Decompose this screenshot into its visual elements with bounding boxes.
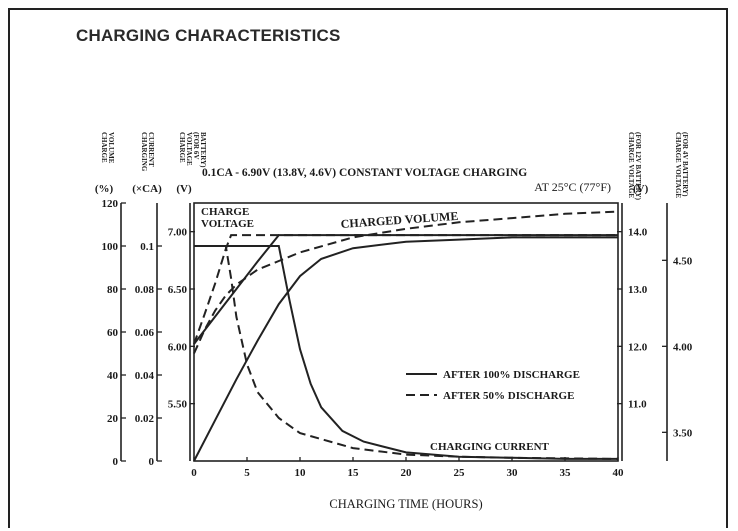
charge_volume-tick-label: 0 bbox=[113, 456, 119, 468]
x-tick-label: 20 bbox=[401, 467, 413, 479]
annotation-charge-voltage-line2: VOLTAGE bbox=[201, 218, 254, 230]
annotation-charge-voltage-line1: CHARGE bbox=[201, 206, 249, 218]
charge_voltage_6v-tick-label: 5.50 bbox=[168, 399, 188, 411]
charging_current-tick-label: 0.08 bbox=[135, 284, 155, 296]
charging_current-header-line: CHARGING bbox=[140, 132, 148, 172]
charging_current-tick-label: 0.06 bbox=[135, 327, 155, 339]
annotation-charging-current: CHARGING CURRENT bbox=[430, 441, 550, 453]
x-tick-label: 40 bbox=[613, 467, 625, 479]
legend-label: AFTER 100% DISCHARGE bbox=[443, 369, 580, 381]
charge_volume-header-line: CHARGE bbox=[100, 132, 108, 163]
annotation-charged-volume: CHARGED VOLUME bbox=[340, 209, 459, 231]
charge_voltage_12v-tick-label: 13.0 bbox=[628, 284, 648, 296]
x-tick-label: 0 bbox=[191, 467, 197, 479]
charge_volume-header-line: VOLUME bbox=[107, 132, 115, 164]
series-line-charging-current-50pct bbox=[194, 245, 619, 460]
series-line-charging-current-100pct bbox=[194, 245, 618, 460]
chart-title: 0.1CA - 6.90V (13.8V, 4.6V) CONSTANT VOL… bbox=[202, 167, 527, 179]
charge_voltage_6v-tick-label: 6.50 bbox=[168, 284, 188, 296]
chart-subtitle: AT 25°C (77°F) bbox=[534, 180, 611, 194]
charging_current-header-line: CURRENT bbox=[147, 132, 155, 167]
charge_voltage_12v-header-line: CHARGE VOLTAGE bbox=[627, 132, 635, 198]
series-line-charge-voltage-100pct bbox=[193, 234, 618, 345]
charging_current-tick-label: 0.02 bbox=[135, 413, 155, 425]
frame bbox=[8, 8, 728, 528]
charge_voltage_12v-unit-label: (V) bbox=[633, 183, 649, 195]
charge_volume-tick-label: 100 bbox=[102, 241, 119, 253]
charge_voltage_6v-tick-label: 7.00 bbox=[168, 227, 188, 239]
charge_voltage_12v-tick-label: 14.0 bbox=[628, 227, 648, 239]
charge_voltage_6v-unit-label: (V) bbox=[176, 183, 192, 195]
x-axis-title: CHARGING TIME (HOURS) bbox=[329, 497, 482, 511]
charging_current-tick-label: 0.1 bbox=[140, 241, 154, 253]
charge_voltage_4v-header-line: (FOR 4V BATTERY) bbox=[681, 132, 689, 197]
page-title: CHARGING CHARACTERISTICS bbox=[76, 26, 341, 45]
x-tick-label: 15 bbox=[348, 467, 360, 479]
charge_volume-unit-label: (%) bbox=[95, 183, 114, 195]
x-tick-label: 25 bbox=[454, 467, 466, 479]
x-tick-label: 30 bbox=[507, 467, 519, 479]
series-line-charge-volume-100pct bbox=[193, 236, 618, 462]
charge_voltage_12v-header-line: (FOR 12V BATTERY) bbox=[634, 132, 642, 201]
charge_voltage_12v-tick-label: 12.0 bbox=[628, 341, 648, 353]
charge_voltage_6v-header-line: VOLTAGE bbox=[185, 132, 193, 166]
charge_volume-tick-label: 120 bbox=[102, 198, 119, 210]
charge_volume-tick-label: 40 bbox=[107, 370, 119, 382]
charge_voltage_6v-tick-label: 6.00 bbox=[168, 341, 188, 353]
x-tick-label: 35 bbox=[560, 467, 572, 479]
charge_voltage_4v-tick-label: 4.50 bbox=[673, 255, 693, 267]
x-tick-label: 10 bbox=[295, 467, 307, 479]
legend-label: AFTER 50% DISCHARGE bbox=[443, 390, 574, 402]
charge_voltage_6v-header-line: (FOR 6V bbox=[192, 132, 200, 159]
charging_current-tick-label: 0.04 bbox=[135, 370, 155, 382]
charge_volume-tick-label: 80 bbox=[107, 284, 119, 296]
charging_current-unit-label: (×CA) bbox=[132, 183, 162, 195]
charge_voltage_4v-tick-label: 4.00 bbox=[673, 341, 693, 353]
series-line-charge-voltage-50pct bbox=[193, 234, 618, 345]
x-tick-label: 5 bbox=[244, 467, 250, 479]
charge_voltage_6v-header-line: CHARGE bbox=[178, 132, 186, 163]
charging_current-tick-label: 0 bbox=[149, 456, 155, 468]
charge_volume-tick-label: 60 bbox=[107, 327, 119, 339]
charge_voltage_12v-tick-label: 11.0 bbox=[628, 399, 647, 411]
charge_voltage_4v-header-line: CHARGE VOLTAGE bbox=[674, 132, 682, 198]
series-line-charge-volume-50pct bbox=[193, 210, 619, 354]
charge_voltage_4v-tick-label: 3.50 bbox=[673, 427, 693, 439]
charge_voltage_6v-header-line: BATTERY) bbox=[199, 132, 207, 168]
charge_volume-tick-label: 20 bbox=[107, 413, 119, 425]
